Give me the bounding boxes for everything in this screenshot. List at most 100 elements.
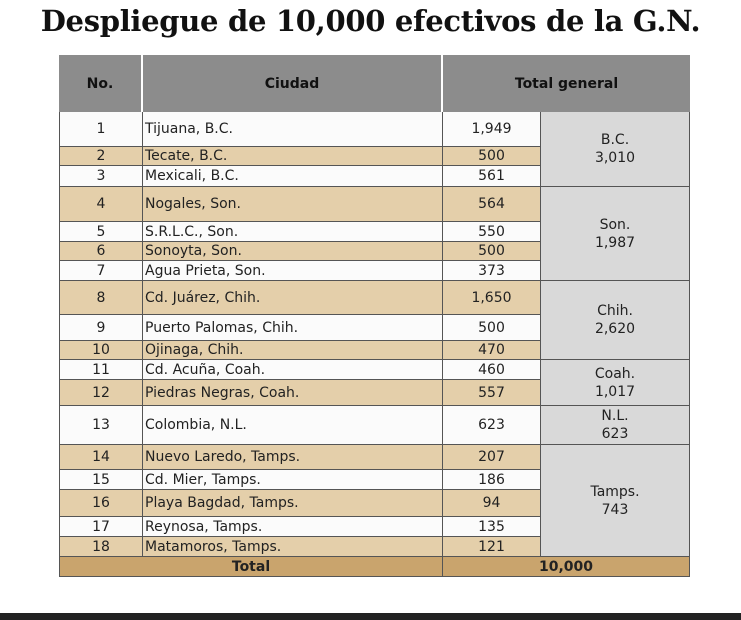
row-number: 17 <box>59 517 143 537</box>
row-total-text: 564 <box>478 196 505 212</box>
row-number: 11 <box>59 360 143 380</box>
title: Despliegue de 10,000 efectivos de la G.N… <box>40 4 701 38</box>
city: Sonoyta, Son. <box>143 242 443 261</box>
row-number: 8 <box>59 281 143 315</box>
row-total-text: 460 <box>478 361 505 378</box>
city: Cd. Acuña, Coah. <box>143 360 443 380</box>
row-number: 9 <box>59 315 143 341</box>
row-total-text: 135 <box>478 518 505 535</box>
row-total-text: 500 <box>478 243 505 259</box>
row-total: 500 <box>443 147 541 166</box>
city: Matamoros, Tamps. <box>143 537 443 557</box>
row-number-text: 1 <box>96 121 106 137</box>
row-number-text: 15 <box>92 471 110 488</box>
row-number-text: 17 <box>92 518 110 535</box>
row-total-text: 623 <box>478 417 505 433</box>
city: Nuevo Laredo, Tamps. <box>143 445 443 470</box>
city: Cd. Juárez, Chih. <box>143 281 443 315</box>
row-number: 16 <box>59 490 143 517</box>
city: Piedras Negras, Coah. <box>143 380 443 406</box>
bottom-bar <box>0 613 741 620</box>
row-number-text: 16 <box>92 495 110 511</box>
row-number: 10 <box>59 341 143 360</box>
row-number-text: 6 <box>96 243 106 259</box>
row-total: 564 <box>443 187 541 222</box>
city-text: Mexicali, B.C. <box>145 168 239 184</box>
city: Nogales, Son. <box>143 187 443 222</box>
row-total: 470 <box>443 341 541 360</box>
row-number-text: 8 <box>96 289 106 306</box>
row-total-text: 500 <box>478 148 505 164</box>
row-number-text: 18 <box>92 538 110 555</box>
state-group-text: 743 <box>601 501 629 518</box>
row-total-text: 373 <box>478 262 505 279</box>
header-cell-text: Ciudad <box>264 75 320 92</box>
row-total: 500 <box>443 242 541 261</box>
city-text: Tijuana, B.C. <box>145 121 233 137</box>
row-total-text: 557 <box>478 384 505 401</box>
state-group: Son. 1,987 <box>541 187 690 281</box>
state-group-text: 1,987 <box>594 234 636 251</box>
row-total: 561 <box>443 166 541 187</box>
row-total: 135 <box>443 517 541 537</box>
row-number-text: 14 <box>92 449 110 465</box>
city-text: Cd. Acuña, Coah. <box>145 361 266 378</box>
city: Mexicali, B.C. <box>143 166 443 187</box>
row-total: 207 <box>443 445 541 470</box>
row-number: 13 <box>59 406 143 445</box>
row-number: 2 <box>59 147 143 166</box>
row-total-text: 561 <box>478 168 505 184</box>
city-text: Playa Bagdad, Tamps. <box>145 495 299 511</box>
state-group: Chih. 2,620 <box>541 281 690 360</box>
row-total: 94 <box>443 490 541 517</box>
city-text: Nuevo Laredo, Tamps. <box>145 449 301 465</box>
state-group: Tamps. 743 <box>541 445 690 557</box>
state-group-text: 3,010 <box>594 150 636 166</box>
row-number: 18 <box>59 537 143 557</box>
state-group: B.C. 3,010 <box>541 112 690 187</box>
row-total-text: 500 <box>478 319 505 336</box>
row-number: 1 <box>59 112 143 147</box>
city: Colombia, N.L. <box>143 406 443 445</box>
row-number-text: 10 <box>92 342 110 358</box>
row-number: 3 <box>59 166 143 187</box>
row-number-text: 4 <box>96 196 106 212</box>
state-group-text: Coah. <box>594 365 636 382</box>
city-text: Cd. Juárez, Chih. <box>145 289 261 306</box>
row-total-text: 186 <box>478 471 505 488</box>
city-text: Reynosa, Tamps. <box>145 518 263 535</box>
row-total: 623 <box>443 406 541 445</box>
city: Agua Prieta, Son. <box>143 261 443 281</box>
city: Puerto Palomas, Chih. <box>143 315 443 341</box>
city-text: Agua Prieta, Son. <box>145 262 266 279</box>
city-text: Matamoros, Tamps. <box>145 538 282 555</box>
row-total: 186 <box>443 470 541 490</box>
state-group-text: N.L. <box>601 408 629 424</box>
city-text: Nogales, Son. <box>145 196 241 212</box>
total-label: Total <box>59 557 443 577</box>
row-number-text: 12 <box>92 384 110 401</box>
city-text: Sonoyta, Son. <box>145 243 242 259</box>
row-total-text: 1,650 <box>471 289 512 306</box>
row-number-text: 11 <box>92 361 110 378</box>
city-text: Piedras Negras, Coah. <box>145 384 300 401</box>
city: Cd. Mier, Tamps. <box>143 470 443 490</box>
header-cell-text: Total general <box>514 75 619 92</box>
total-value: 10,000 <box>443 557 690 577</box>
row-number: 5 <box>59 222 143 242</box>
row-total-text: 94 <box>482 495 501 511</box>
row-total: 1,650 <box>443 281 541 315</box>
row-number-text: 7 <box>96 262 106 279</box>
header-cell: Total general <box>443 55 690 112</box>
state-group-text: 623 <box>601 426 629 442</box>
city: Ojinaga, Chih. <box>143 341 443 360</box>
state-group: Coah. 1,017 <box>541 360 690 406</box>
city-text: Puerto Palomas, Chih. <box>145 319 299 336</box>
row-number: 7 <box>59 261 143 281</box>
row-number: 4 <box>59 187 143 222</box>
row-total: 460 <box>443 360 541 380</box>
city: Playa Bagdad, Tamps. <box>143 490 443 517</box>
header-cell: No. <box>59 55 143 112</box>
row-total: 550 <box>443 222 541 242</box>
